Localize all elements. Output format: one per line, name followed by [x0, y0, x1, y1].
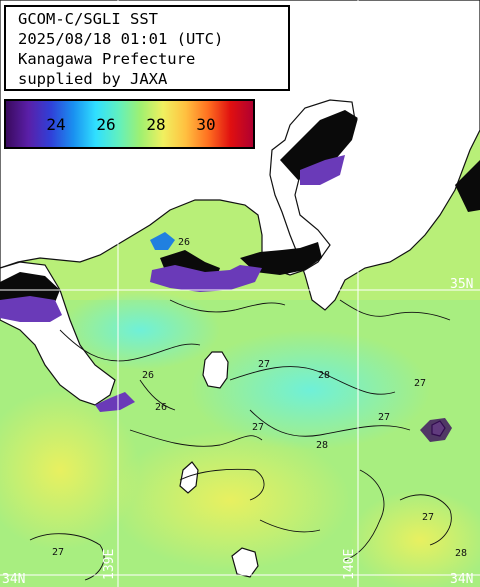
- graticule-labels: 34N 34N 35N 139E 140E: [2, 277, 473, 587]
- contour-label: 28: [455, 548, 467, 559]
- lat-label-34n-right: 34N: [450, 572, 473, 587]
- contour-label: 28: [316, 440, 328, 451]
- contour-label: 27: [252, 422, 264, 433]
- colorbar-tick-24: 24: [46, 115, 66, 134]
- contour-label: 26: [155, 402, 167, 413]
- title-box: GCOM-C/SGLI SST 2025/08/18 01:01 (UTC) K…: [4, 5, 290, 91]
- warm-pool: [190, 330, 430, 450]
- contour-label: 27: [258, 359, 270, 370]
- contour-label: 27: [422, 512, 434, 523]
- title-line-datetime: 2025/08/18 01:01 (UTC): [18, 30, 224, 48]
- colorbar: [4, 99, 255, 149]
- contour-label-group: 26 27 28 27 27 28 27 26 27 28 26 27: [52, 237, 467, 559]
- island-kozu: [231, 547, 259, 578]
- contour-label: 28: [318, 370, 330, 381]
- contour-label: 26: [142, 370, 154, 381]
- contour-label: 27: [414, 378, 426, 389]
- title-line-prefecture: Kanagawa Prefecture: [18, 50, 196, 68]
- lat-label-34n-left: 34N: [2, 572, 25, 587]
- cloud-patches: [0, 110, 480, 442]
- island-oshima: [202, 351, 229, 389]
- contours: [29, 299, 452, 581]
- contour-label: 27: [378, 412, 390, 423]
- colorbar-tick-26: 26: [96, 115, 116, 134]
- lat-label-35n-right: 35N: [450, 277, 473, 292]
- title-line-product: GCOM-C/SGLI SST: [18, 10, 158, 28]
- island-niijima: [179, 461, 199, 494]
- contour-label: 26: [178, 237, 190, 248]
- contour-label: 27: [52, 547, 64, 558]
- title-line-credit: supplied by JAXA: [18, 70, 168, 88]
- lon-label-139e: 139E: [102, 549, 117, 580]
- lon-label-140e: 140E: [342, 549, 357, 580]
- colorbar-tick-28: 28: [146, 115, 166, 134]
- colorbar-tick-30: 30: [196, 115, 216, 134]
